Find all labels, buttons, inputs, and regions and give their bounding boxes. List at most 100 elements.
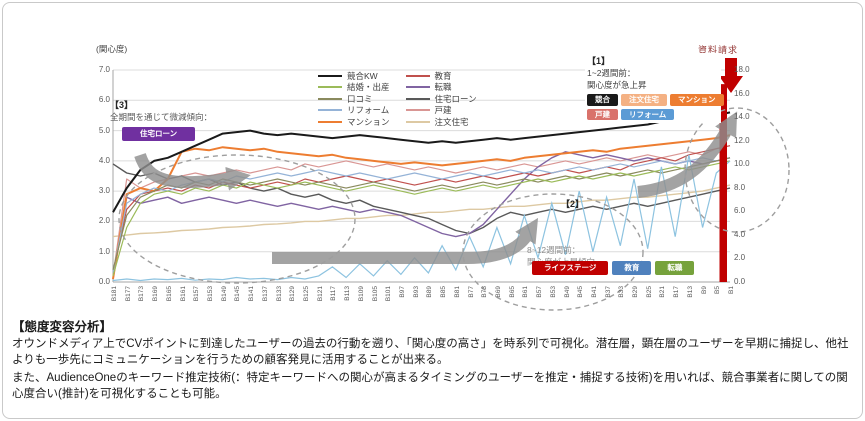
x-tick-label: B153 <box>207 286 214 302</box>
annotation-1-tag: 【1】 <box>587 56 611 66</box>
right-tick-label: 6.0 <box>734 206 746 216</box>
badge-転職: 転職 <box>655 261 695 275</box>
legend-swatch <box>318 74 342 77</box>
legend-swatch <box>405 120 430 123</box>
legend-item: 転職 <box>405 82 477 94</box>
legend-item: 競合KW <box>318 70 390 82</box>
annotation-3-badge: 住宅ローン <box>122 127 196 141</box>
spiky-series-line <box>112 154 731 282</box>
right-tick-label: 16.0 <box>734 88 750 98</box>
series-line-7 <box>112 151 731 280</box>
annotation-2-tag: 【2】 <box>561 199 585 209</box>
focus-ellipse-middle <box>462 193 644 311</box>
left-tick-label: 3.0 <box>98 186 110 196</box>
trend-arrow-middle <box>272 217 539 264</box>
x-tick-label: B57 <box>536 286 543 298</box>
analysis-paragraph-1: オウンドメディア上でCVポイントに到達したユーザーの過去の行動を遡り、「関心度の… <box>12 338 849 367</box>
legend: 競合KW 結婚・出産 口コミ リフォーム マンション 教育 転職 住宅ローン 戸建 注文住宅 <box>318 70 477 128</box>
legend-swatch <box>405 86 430 89</box>
left-tick-label: 0.0 <box>98 277 110 286</box>
x-tick-label: B33 <box>618 286 626 298</box>
analysis-heading: 【態度変容分析】 <box>12 320 113 334</box>
x-tick-label: B169 <box>152 286 160 302</box>
x-tick-label: B93 <box>412 286 420 298</box>
analysis-text-block: 【態度変容分析】 オウンドメディア上でCVポイントに到達したユーザーの過去の行動… <box>12 316 854 402</box>
annotation-1-badges-row1: 競合 注文住宅 マンション <box>587 94 724 106</box>
legend-label: 教育 <box>434 70 452 81</box>
left-tick-label: 1.0 <box>98 246 110 256</box>
legend-label: 住宅ローン <box>434 93 477 104</box>
badge-教育: 教育 <box>612 261 652 275</box>
x-tick-label: B97 <box>398 286 406 298</box>
x-tick-label: B49 <box>563 286 571 298</box>
analysis-paragraph-2: また、AudienceOneのキーワード推定技術(：特定キーワードへの関心が高ま… <box>12 371 848 400</box>
legend-swatch <box>318 86 342 89</box>
legend-label: マンション <box>347 116 390 127</box>
x-tick-label: B109 <box>357 286 365 302</box>
x-tick-label: B145 <box>234 286 242 302</box>
x-tick-label: B177 <box>124 286 132 302</box>
right-tick-label: 18.0 <box>734 65 750 74</box>
x-tick-label: B117 <box>330 286 338 301</box>
x-tick-label: B65 <box>508 286 516 298</box>
legend-label: 競合KW <box>347 70 378 81</box>
badge-注文住宅: 注文住宅 <box>621 94 667 106</box>
x-tick-label: B173 <box>138 286 146 302</box>
right-tick-label: 8.0 <box>734 182 746 192</box>
legend-item: 口コミ <box>318 93 390 105</box>
annotation-3-line1: 全期間を通じて微減傾向： <box>110 112 213 122</box>
x-tick-label: B61 <box>522 286 530 298</box>
annotation-3: 【3】 全期間を通じて微減傾向： 住宅ローン <box>110 98 212 141</box>
legend-label: 戸建 <box>434 105 452 116</box>
focus-ellipse-left <box>118 154 356 284</box>
annotation-1-line1: 1~2週間前： <box>587 68 636 78</box>
right-tick-label: 10.0 <box>734 159 750 169</box>
legend-swatch <box>318 97 342 100</box>
right-tick-label: 12.0 <box>734 135 750 145</box>
legend-item: 住宅ローン <box>405 93 477 105</box>
x-tick-label: B149 <box>220 286 228 302</box>
interest-timeseries-chart: (関心度) 7.0 6.0 5.0 4.0 3.0 2.0 1.0 0.0 0.0 2.0 4.0… <box>96 44 790 311</box>
x-tick-label: B85 <box>440 286 448 298</box>
x-tick-label: B125 <box>303 286 310 302</box>
annotation-2-line1: 8~12週間前： <box>527 245 581 255</box>
x-tick-label: B13 <box>686 286 694 298</box>
legend-item: 結婚・出産 <box>318 82 390 94</box>
left-tick-label: 6.0 <box>98 95 110 105</box>
x-tick-label: B101 <box>385 286 393 302</box>
conversion-bar <box>719 84 727 282</box>
x-tick-label: B181 <box>111 286 118 302</box>
right-tick-label: 2.0 <box>734 253 746 263</box>
legend-item: マンション <box>318 116 390 128</box>
x-tick-label: B25 <box>645 286 653 298</box>
x-tick-label: B89 <box>426 286 434 298</box>
focus-ellipse-right <box>684 107 790 233</box>
annotation-1: 【1】 1~2週間前： 関心度が急上昇 競合 注文住宅 マンション 戸建 リフォーム <box>585 53 724 123</box>
annotation-2-badges: ライフステージ 教育 転職 <box>532 261 695 275</box>
legend-label: 口コミ <box>347 93 373 104</box>
x-tick-label: B29 <box>632 286 639 298</box>
legend-item: リフォーム <box>318 105 390 117</box>
x-tick-label: B121 <box>316 286 324 302</box>
trend-arrow-right <box>637 111 738 198</box>
x-tick-label: B53 <box>549 286 557 298</box>
legend-label: 注文住宅 <box>434 116 469 127</box>
series-line-2 <box>112 160 731 277</box>
x-tick-label: B9 <box>700 286 708 294</box>
left-tick-label: 2.0 <box>98 216 110 226</box>
x-tick-label: B37 <box>604 286 612 298</box>
x-tick-label: B69 <box>494 286 502 298</box>
x-tick-label: B129 <box>289 286 297 302</box>
legend-swatch <box>405 74 430 77</box>
legend-swatch <box>405 109 430 112</box>
trend-arrow-left <box>134 152 251 191</box>
legend-item: 注文住宅 <box>405 116 477 128</box>
x-tick-label: B105 <box>371 286 379 302</box>
x-tick-label: B141 <box>248 286 256 302</box>
x-tick-label: B45 <box>577 286 585 298</box>
series-line-5 <box>112 134 731 280</box>
series-line-1 <box>112 111 731 213</box>
x-tick-label: B81 <box>453 286 461 298</box>
document-request-label: 資料請求 <box>698 45 739 55</box>
right-tick-label: 0.0 <box>734 277 746 286</box>
